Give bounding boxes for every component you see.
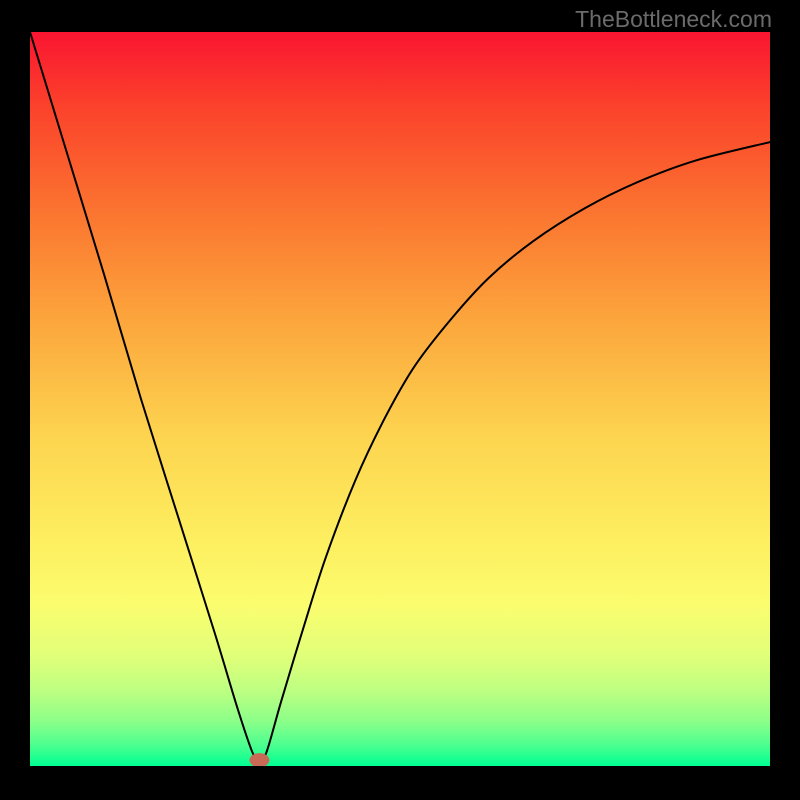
chart-container: { "watermark": { "text": "TheBottleneck.… <box>0 0 800 800</box>
watermark-text: TheBottleneck.com <box>575 6 772 33</box>
bottleneck-chart <box>0 0 800 800</box>
minimum-marker <box>249 753 269 767</box>
